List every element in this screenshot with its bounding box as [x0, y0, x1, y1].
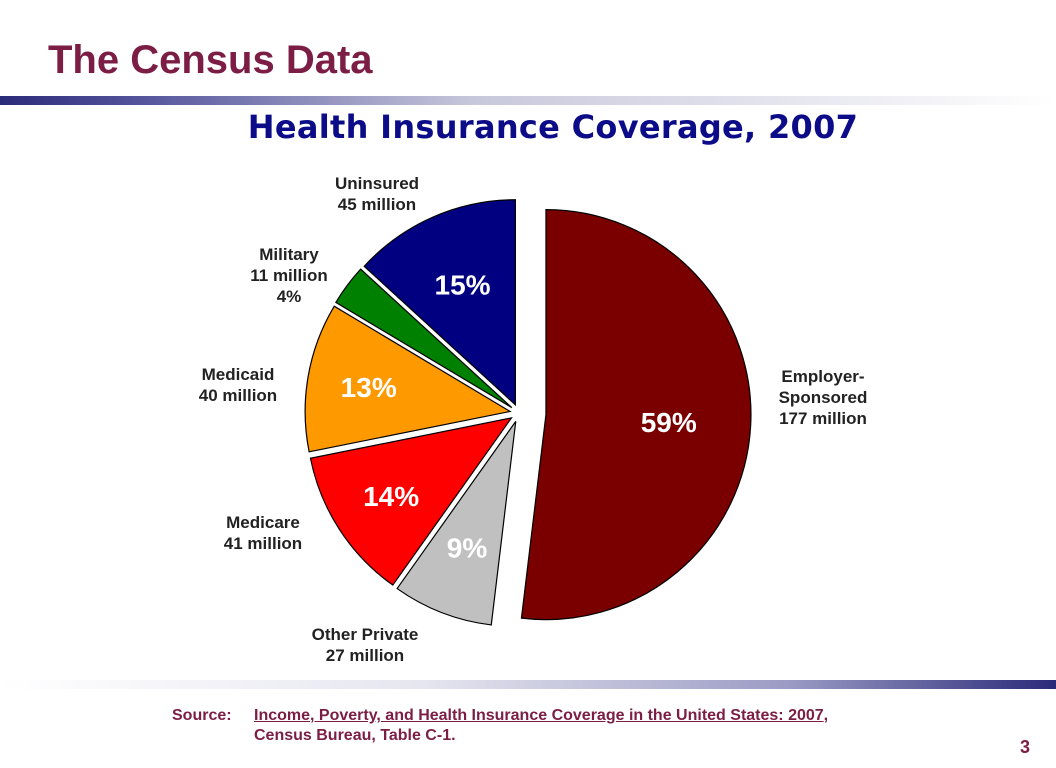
pie-percent-medicare: 14% [363, 481, 419, 512]
pie-label-employer-sponsored: Employer-Sponsored 177 million [779, 367, 868, 428]
page-number: 3 [1019, 737, 1030, 757]
pie-label-other-private: Other Private 27 million [312, 625, 419, 665]
pie-slice-medicaid [304, 305, 512, 453]
slide-title: The Census Data [48, 38, 373, 82]
source-citation: Source: Income, Poverty, and Health Insur… [172, 706, 828, 746]
source-prefix: Source: [172, 707, 232, 724]
chart-title: Health Insurance Coverage, 2007 [247, 108, 859, 146]
source-title-link[interactable]: Income, Poverty, and Health Insurance Co… [254, 707, 824, 724]
pie-label-medicare: Medicare 41 million [224, 513, 302, 553]
pie-percent-uninsured: 15% [435, 270, 491, 301]
pie-percent-employer-sponsored: 59% [641, 407, 697, 438]
source-line-1: Source: Income, Poverty, and Health Insur… [172, 706, 828, 726]
pie-label-uninsured: Uninsured 45 million [335, 174, 419, 214]
pie-slice-uninsured [363, 199, 516, 407]
pie-slice-employer-sponsored [520, 209, 752, 621]
pie-slice-other-private [396, 421, 517, 626]
pie-percent-other-private: 9% [447, 533, 488, 564]
pie-label-military: Military 11 million 4% [250, 245, 327, 306]
bottom-divider [0, 680, 1056, 689]
pie-label-medicaid: Medicaid 40 million [199, 365, 277, 405]
pie-slice-military [335, 268, 513, 409]
source-line-2: Census Bureau, Table C-1. [254, 727, 456, 744]
pie-percent-medicaid: 13% [341, 372, 397, 403]
pie-slice-medicare [309, 417, 513, 586]
source-comma: , [823, 707, 829, 724]
top-divider [0, 96, 1056, 105]
